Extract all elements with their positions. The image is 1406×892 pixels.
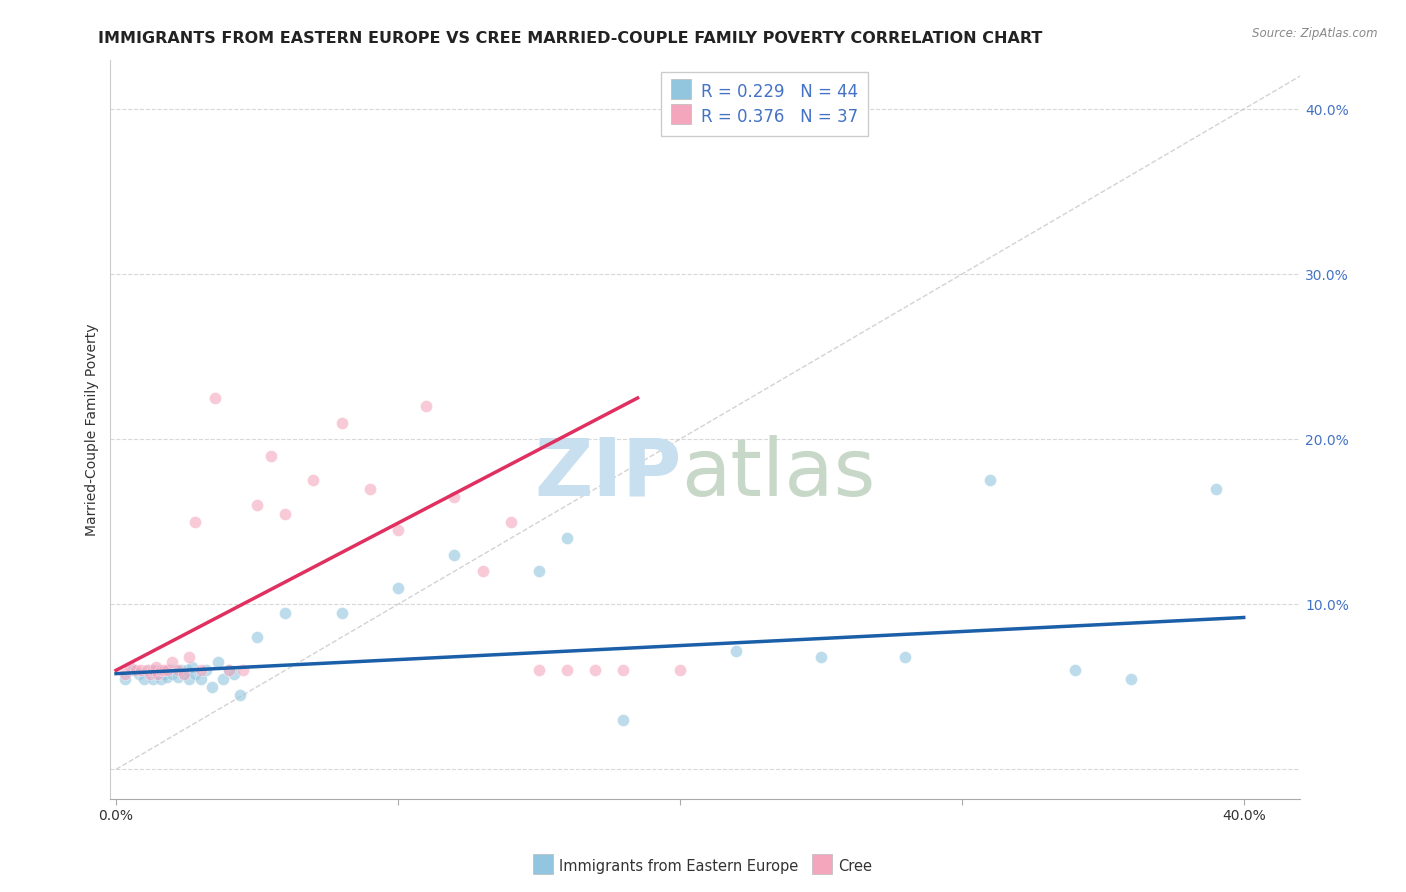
Point bbox=[153, 663, 176, 677]
Point bbox=[387, 523, 409, 537]
Point bbox=[499, 515, 522, 529]
Point bbox=[527, 564, 550, 578]
Point bbox=[128, 666, 150, 681]
Point bbox=[274, 606, 297, 620]
Point bbox=[179, 672, 201, 686]
Point bbox=[181, 660, 204, 674]
Point bbox=[167, 670, 190, 684]
Point bbox=[810, 650, 832, 665]
Point bbox=[207, 655, 229, 669]
Point bbox=[229, 688, 252, 702]
Point bbox=[176, 663, 198, 677]
Point bbox=[131, 663, 153, 677]
Point bbox=[387, 581, 409, 595]
Point bbox=[260, 449, 283, 463]
Point bbox=[302, 474, 325, 488]
Point bbox=[224, 666, 246, 681]
Text: ZIP: ZIP bbox=[534, 434, 682, 513]
Point bbox=[669, 663, 692, 677]
Point bbox=[139, 663, 162, 677]
Point bbox=[1119, 672, 1142, 686]
Legend: R = 0.229   N = 44, R = 0.376   N = 37: R = 0.229 N = 44, R = 0.376 N = 37 bbox=[661, 71, 869, 136]
Point bbox=[125, 663, 148, 677]
Point bbox=[204, 391, 226, 405]
Point bbox=[165, 663, 187, 677]
Point bbox=[142, 672, 165, 686]
Y-axis label: Married-Couple Family Poverty: Married-Couple Family Poverty bbox=[86, 323, 100, 535]
Point bbox=[274, 507, 297, 521]
Point bbox=[330, 606, 353, 620]
Point bbox=[218, 663, 240, 677]
Point bbox=[167, 663, 190, 677]
Point bbox=[139, 666, 162, 681]
Point bbox=[153, 666, 176, 681]
Point bbox=[184, 515, 207, 529]
Point bbox=[583, 663, 606, 677]
Point bbox=[979, 474, 1001, 488]
Point bbox=[555, 531, 578, 545]
Point bbox=[114, 666, 136, 681]
Point bbox=[443, 548, 465, 562]
Point bbox=[612, 713, 634, 727]
Point bbox=[612, 663, 634, 677]
Point bbox=[162, 666, 184, 681]
Point bbox=[527, 663, 550, 677]
Point bbox=[725, 643, 748, 657]
Point bbox=[142, 663, 165, 677]
Point bbox=[162, 655, 184, 669]
Point bbox=[145, 666, 167, 681]
Point bbox=[218, 663, 240, 677]
Point bbox=[136, 663, 159, 677]
Point bbox=[330, 416, 353, 430]
Point bbox=[894, 650, 917, 665]
Point bbox=[190, 663, 212, 677]
Point bbox=[359, 482, 381, 496]
Point bbox=[1205, 482, 1227, 496]
Point bbox=[201, 680, 224, 694]
Point bbox=[195, 663, 218, 677]
Legend: Immigrants from Eastern Europe, Cree: Immigrants from Eastern Europe, Cree bbox=[529, 852, 877, 880]
Point bbox=[173, 666, 195, 681]
Point bbox=[170, 663, 193, 677]
Point bbox=[246, 498, 269, 512]
Point bbox=[184, 666, 207, 681]
Point bbox=[148, 663, 170, 677]
Point bbox=[212, 672, 235, 686]
Point bbox=[150, 663, 173, 677]
Point bbox=[114, 672, 136, 686]
Point bbox=[415, 399, 437, 413]
Point bbox=[148, 666, 170, 681]
Point bbox=[159, 663, 181, 677]
Point bbox=[246, 630, 269, 644]
Point bbox=[173, 666, 195, 681]
Point bbox=[156, 663, 179, 677]
Point bbox=[232, 663, 254, 677]
Point bbox=[156, 670, 179, 684]
Text: Source: ZipAtlas.com: Source: ZipAtlas.com bbox=[1253, 27, 1378, 40]
Point bbox=[443, 490, 465, 504]
Point bbox=[122, 663, 145, 677]
Point bbox=[145, 660, 167, 674]
Point bbox=[134, 672, 156, 686]
Text: IMMIGRANTS FROM EASTERN EUROPE VS CREE MARRIED-COUPLE FAMILY POVERTY CORRELATION: IMMIGRANTS FROM EASTERN EUROPE VS CREE M… bbox=[98, 31, 1043, 46]
Point bbox=[190, 672, 212, 686]
Point bbox=[1063, 663, 1085, 677]
Point bbox=[179, 650, 201, 665]
Point bbox=[555, 663, 578, 677]
Point bbox=[120, 660, 142, 674]
Point bbox=[150, 672, 173, 686]
Text: atlas: atlas bbox=[682, 434, 876, 513]
Point bbox=[471, 564, 494, 578]
